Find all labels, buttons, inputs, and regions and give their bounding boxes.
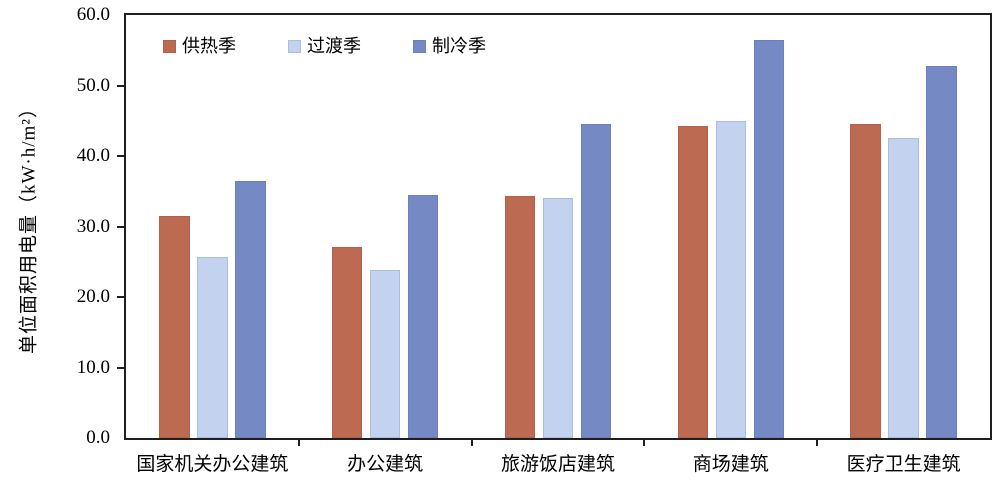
bar bbox=[235, 180, 266, 438]
bar bbox=[159, 215, 190, 438]
x-category-label: 医疗卫生建筑 bbox=[846, 454, 961, 475]
bar bbox=[331, 246, 363, 438]
y-tick-label: 0.0 bbox=[86, 427, 110, 448]
x-category-label: 办公建筑 bbox=[347, 454, 424, 475]
legend-label: 制冷季 bbox=[432, 36, 486, 56]
x-category-label: 国家机关办公建筑 bbox=[136, 454, 289, 475]
legend-swatch-icon bbox=[288, 39, 301, 53]
x-category-label: 旅游饭店建筑 bbox=[500, 454, 615, 475]
bar bbox=[369, 269, 401, 438]
legend: 供热季 过渡季 制冷季 bbox=[163, 36, 486, 56]
y-tick-label: 40.0 bbox=[76, 145, 110, 166]
bar bbox=[926, 66, 957, 438]
y-tick-label: 30.0 bbox=[76, 215, 110, 237]
x-tick-mark bbox=[816, 440, 819, 446]
x-tick-mark bbox=[297, 440, 300, 446]
bar bbox=[580, 123, 612, 438]
legend-swatch-icon bbox=[413, 39, 426, 53]
bar bbox=[715, 121, 747, 438]
y-tick-mark bbox=[117, 225, 124, 228]
bar bbox=[407, 194, 439, 438]
legend-label: 过渡季 bbox=[307, 36, 361, 56]
y-tick-mark bbox=[117, 84, 124, 87]
bar bbox=[850, 123, 881, 438]
y-tick-label: 50.0 bbox=[76, 74, 110, 96]
bar bbox=[504, 196, 536, 438]
y-tick-label: 60.0 bbox=[76, 4, 110, 25]
y-tick-mark bbox=[117, 296, 124, 298]
bar bbox=[677, 126, 709, 438]
legend-item: 供热季 bbox=[163, 36, 236, 56]
bar bbox=[197, 256, 228, 438]
y-tick-label: 20.0 bbox=[76, 286, 110, 307]
x-tick-mark bbox=[643, 440, 646, 446]
legend-label: 供热季 bbox=[182, 36, 236, 56]
y-tick-mark bbox=[117, 366, 124, 369]
legend-item: 制冷季 bbox=[413, 36, 486, 56]
y-tick-mark bbox=[117, 155, 124, 157]
x-tick-mark bbox=[470, 440, 473, 446]
x-category-label: 商场建筑 bbox=[692, 454, 769, 475]
y-tick-label: 10.0 bbox=[76, 356, 110, 378]
legend-swatch-icon bbox=[163, 39, 176, 53]
bar bbox=[888, 137, 919, 438]
legend-item: 过渡季 bbox=[288, 36, 361, 56]
bar bbox=[542, 197, 574, 438]
bar bbox=[753, 39, 785, 438]
